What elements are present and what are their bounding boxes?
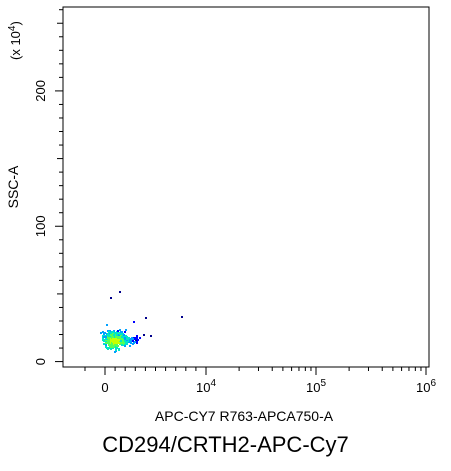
event-dot bbox=[106, 324, 108, 326]
event-dot bbox=[121, 331, 123, 333]
event-dot bbox=[111, 343, 113, 345]
event-dot bbox=[105, 336, 107, 338]
event-dot bbox=[112, 338, 114, 340]
event-dot bbox=[115, 336, 117, 338]
y-multiplier: (x 104) bbox=[7, 21, 23, 60]
event-dot bbox=[116, 344, 118, 346]
event-dot bbox=[107, 348, 109, 350]
x-tick-label: 105 bbox=[306, 378, 326, 395]
event-dot bbox=[124, 340, 126, 342]
event-dot bbox=[119, 291, 121, 293]
x-tick-label: 104 bbox=[196, 378, 216, 395]
event-dot bbox=[124, 331, 126, 333]
event-dot bbox=[103, 336, 105, 338]
event-dot bbox=[114, 340, 116, 342]
event-dot bbox=[127, 338, 129, 340]
x-tick-label: 106 bbox=[416, 378, 436, 395]
x-axis-label: APC-CY7 R763-APCA750-A bbox=[155, 408, 334, 424]
y-axis-label: SSC-A bbox=[5, 165, 21, 208]
event-dot bbox=[121, 344, 123, 346]
event-dot bbox=[117, 336, 119, 338]
event-dot bbox=[114, 342, 116, 344]
event-dot bbox=[129, 345, 131, 347]
event-dot bbox=[123, 334, 125, 336]
event-dot bbox=[105, 338, 107, 340]
event-dot bbox=[145, 317, 147, 319]
event-dot bbox=[112, 331, 114, 333]
event-dot bbox=[121, 333, 123, 335]
event-dot bbox=[124, 345, 126, 347]
event-dot bbox=[118, 339, 120, 341]
event-dot bbox=[118, 349, 120, 351]
event-dot bbox=[113, 334, 115, 336]
event-dot bbox=[103, 343, 105, 345]
event-dot bbox=[120, 340, 122, 342]
event-dot bbox=[114, 332, 116, 334]
event-dot bbox=[120, 342, 122, 344]
event-dot bbox=[139, 337, 141, 339]
event-dot bbox=[129, 341, 131, 343]
event-dot bbox=[105, 344, 107, 346]
x-tick-label: 0 bbox=[101, 380, 108, 395]
event-dot bbox=[125, 335, 127, 337]
event-dot bbox=[150, 335, 152, 337]
event-dot bbox=[113, 345, 115, 347]
y-tick-label: 200 bbox=[33, 80, 48, 102]
event-dot bbox=[132, 338, 134, 340]
event-dot bbox=[107, 333, 109, 335]
event-dot bbox=[108, 335, 110, 337]
event-dot bbox=[133, 321, 135, 323]
y-tick-label: 100 bbox=[33, 215, 48, 237]
figure-caption: CD294/CRTH2-APC-Cy7 bbox=[102, 432, 349, 457]
event-dot bbox=[181, 316, 183, 318]
event-dot bbox=[124, 337, 126, 339]
event-dot bbox=[116, 334, 118, 336]
event-dot bbox=[132, 343, 134, 345]
event-dot bbox=[108, 331, 110, 333]
event-dot bbox=[102, 331, 104, 333]
event-dot bbox=[117, 330, 119, 332]
event-dots bbox=[100, 291, 183, 353]
event-dot bbox=[118, 342, 120, 344]
event-dot bbox=[100, 332, 102, 334]
y-tick-label: 0 bbox=[33, 358, 48, 365]
event-dot bbox=[119, 329, 121, 331]
event-dot bbox=[109, 345, 111, 347]
y-axis: 0 100 200 bbox=[33, 9, 63, 365]
event-dot bbox=[132, 340, 134, 342]
event-dot bbox=[116, 332, 118, 334]
event-dot bbox=[125, 329, 127, 331]
event-dot bbox=[115, 348, 117, 350]
event-dot bbox=[111, 334, 113, 336]
event-dot bbox=[134, 341, 136, 343]
event-dot bbox=[105, 342, 107, 344]
x-axis: 0 104 105 106 bbox=[84, 367, 436, 395]
event-dot bbox=[121, 336, 123, 338]
event-dot bbox=[125, 343, 127, 345]
event-dot bbox=[136, 338, 138, 340]
event-dot bbox=[107, 340, 109, 342]
plot-frame bbox=[62, 6, 430, 368]
event-dot bbox=[136, 342, 138, 344]
event-dot bbox=[119, 333, 121, 335]
event-dot bbox=[103, 333, 105, 335]
event-dot bbox=[136, 336, 138, 338]
event-dot bbox=[110, 297, 112, 299]
event-dot bbox=[143, 334, 145, 336]
